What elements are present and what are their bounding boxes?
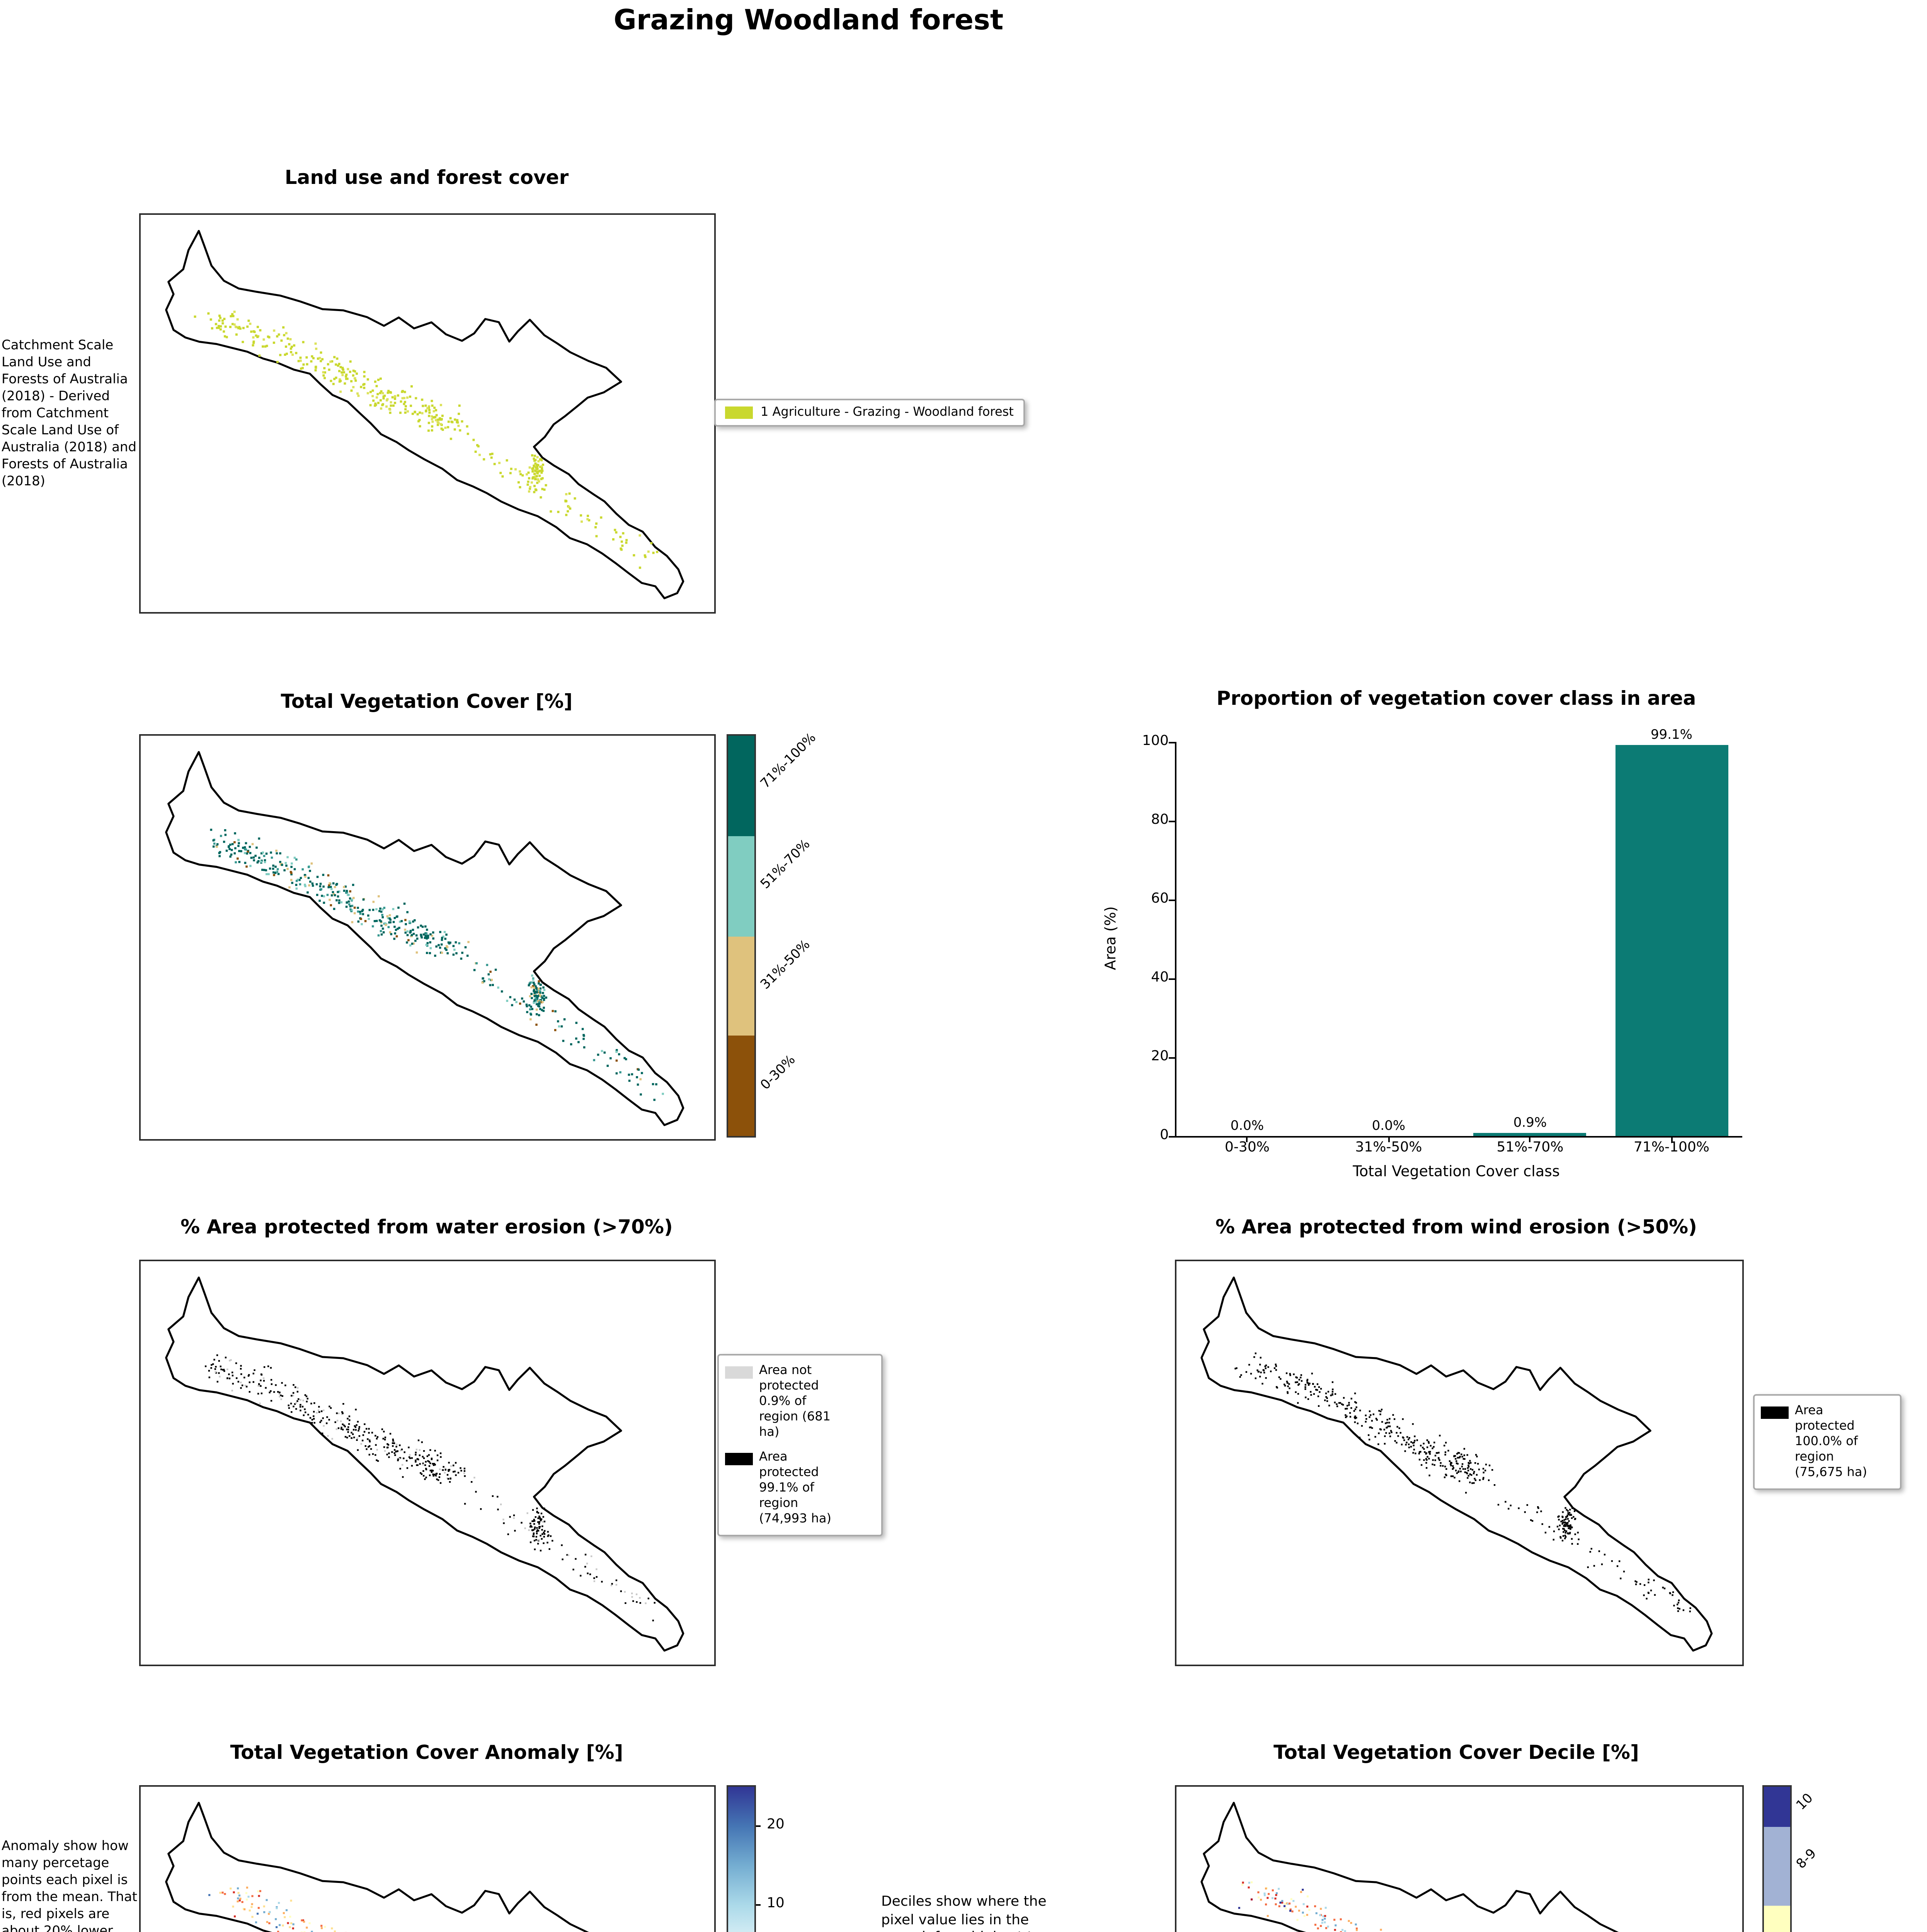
catchment-map-svg bbox=[165, 751, 684, 1126]
anomaly-title: Total Vegetation Cover Anomaly [%] bbox=[230, 1740, 623, 1764]
decile-colorbar: 108-94-72-31 bbox=[1762, 1785, 1820, 1932]
proportion-y-axis-label: Area (%) bbox=[1103, 906, 1120, 970]
proportion-x-axis-label: Total Vegetation Cover class bbox=[1353, 1164, 1560, 1181]
colorbar-tick bbox=[756, 1904, 761, 1906]
data-pixels bbox=[208, 1886, 347, 1932]
x-tick bbox=[1246, 1136, 1248, 1142]
proportion-chart-title: Proportion of vegetation cover class in … bbox=[1216, 686, 1696, 709]
anomaly-map bbox=[139, 1785, 716, 1932]
catchment-boundary bbox=[165, 230, 684, 599]
colorbar-label: 71%-100% bbox=[758, 731, 820, 793]
area-protected-swatch bbox=[725, 1453, 753, 1465]
data-pixels bbox=[1234, 1352, 1691, 1612]
y-tick-label: 60 bbox=[1151, 891, 1169, 906]
y-tick-label: 80 bbox=[1151, 812, 1169, 828]
wind-erosion-map bbox=[1175, 1260, 1744, 1666]
data-pixels bbox=[194, 310, 659, 569]
bar-value-label: 0.0% bbox=[1372, 1119, 1406, 1134]
legend-item: Area protected 99.1% of region (74,993 h… bbox=[725, 1450, 875, 1527]
colorbar-label: 8-9 bbox=[1794, 1846, 1820, 1873]
water-erosion-map bbox=[139, 1260, 716, 1666]
legend-item: Area not protected 0.9% of region (681 h… bbox=[725, 1363, 875, 1440]
data-pixels bbox=[204, 1354, 656, 1622]
catchment-map-svg bbox=[165, 1276, 684, 1652]
y-tick bbox=[1169, 1056, 1176, 1058]
page-title: Grazing Woodland forest bbox=[613, 5, 1004, 37]
area-protected-label: Area protected 100.0% of region (75,675 … bbox=[1795, 1403, 1867, 1479]
landuse-caption: Catchment Scale Land Use and Forests of … bbox=[2, 338, 137, 491]
bar bbox=[1615, 745, 1728, 1136]
x-tick-label: 0-30% bbox=[1225, 1141, 1270, 1156]
data-pixels bbox=[210, 828, 664, 1101]
colorbar-tick bbox=[756, 1825, 761, 1827]
colorbar-label: 0-30% bbox=[758, 1052, 799, 1093]
area-not-protected-swatch bbox=[725, 1366, 753, 1379]
catchment-map-svg bbox=[165, 230, 684, 599]
proportion-bar-chart: 0 20 40 60 80 100 0.0% 0-30% 0.0% 31%-50% 0.9% 51%-… bbox=[1142, 728, 1742, 1156]
catchment-map-svg bbox=[1200, 1802, 1619, 1932]
data-pixels bbox=[1238, 1881, 1382, 1932]
catchment-map-svg bbox=[165, 1802, 589, 1932]
tvc-map bbox=[139, 734, 716, 1141]
colorbar-segment bbox=[728, 836, 754, 936]
colorbar-segment bbox=[1764, 1826, 1790, 1905]
catchment-boundary bbox=[1200, 1802, 1619, 1932]
area-protected-swatch bbox=[1761, 1406, 1789, 1419]
colorbar-label: 51%-70% bbox=[758, 837, 814, 893]
tvc-colorbar: 71%-100% 51%-70% 31%-50% 0-30% bbox=[727, 731, 820, 1138]
wind-erosion-title: % Area protected from wind erosion (>50%… bbox=[1215, 1215, 1697, 1238]
colorbar-segment bbox=[1764, 1787, 1790, 1826]
y-tick-label: 100 bbox=[1142, 733, 1169, 749]
y-tick-label: 20 bbox=[1151, 1049, 1169, 1064]
landuse-map bbox=[139, 213, 716, 614]
landuse-legend: 1 Agriculture - Grazing - Woodland fores… bbox=[714, 399, 1025, 427]
area-protected-label: Area protected 99.1% of region (74,993 h… bbox=[759, 1450, 831, 1526]
x-tick-label: 51%-70% bbox=[1496, 1141, 1564, 1156]
wind-erosion-legend: Area protected 100.0% of region (75,675 … bbox=[1753, 1394, 1901, 1490]
x-tick bbox=[1529, 1136, 1531, 1142]
catchment-map-svg bbox=[1200, 1276, 1713, 1652]
bar-value-label: 99.1% bbox=[1650, 728, 1693, 744]
tvc-title: Total Vegetation Cover [%] bbox=[281, 689, 573, 713]
legend-item: Area protected 100.0% of region (75,675 … bbox=[1761, 1403, 1894, 1481]
y-tick bbox=[1169, 899, 1176, 900]
water-erosion-title: % Area protected from water erosion (>70… bbox=[180, 1215, 673, 1238]
decile-caption: Deciles show where the pixel value lies … bbox=[881, 1895, 1047, 1932]
catchment-boundary bbox=[165, 1802, 589, 1932]
y-tick bbox=[1169, 741, 1176, 743]
colorbar-segment bbox=[1764, 1905, 1790, 1932]
y-tick-label: 0 bbox=[1160, 1128, 1169, 1143]
x-tick bbox=[1388, 1136, 1389, 1142]
colorbar-tick-label: 10 bbox=[767, 1896, 785, 1912]
colorbar-tick-label: 20 bbox=[767, 1818, 785, 1833]
anomaly-caption: Anomaly show how many percetage points e… bbox=[2, 1839, 138, 1932]
bar-value-label: 0.0% bbox=[1230, 1119, 1264, 1134]
decile-title: Total Vegetation Cover Decile [%] bbox=[1273, 1740, 1639, 1764]
y-tick bbox=[1169, 820, 1176, 821]
landuse-title: Land use and forest cover bbox=[284, 165, 569, 189]
colorbar-segment bbox=[728, 1036, 754, 1136]
bar bbox=[1473, 1132, 1587, 1136]
y-tick bbox=[1169, 1135, 1176, 1137]
y-tick-label: 40 bbox=[1151, 970, 1169, 985]
colorbar-label: 10 bbox=[1794, 1791, 1817, 1814]
area-not-protected-label: Area not protected 0.9% of region (681 h… bbox=[759, 1363, 831, 1439]
catchment-boundary bbox=[165, 1276, 684, 1652]
water-erosion-legend: Area not protected 0.9% of region (681 h… bbox=[717, 1354, 883, 1536]
colorbar-label: 31%-50% bbox=[758, 937, 814, 993]
anomaly-colorbar: 20100−10−20 bbox=[727, 1785, 785, 1932]
colorbar-segment bbox=[728, 736, 754, 836]
x-tick-label: 31%-50% bbox=[1355, 1141, 1422, 1156]
bar-value-label: 0.9% bbox=[1513, 1115, 1547, 1131]
x-tick-label: 71%-100% bbox=[1634, 1141, 1709, 1156]
y-tick bbox=[1169, 978, 1176, 979]
decile-map bbox=[1175, 1785, 1744, 1932]
x-tick bbox=[1671, 1136, 1672, 1142]
colorbar-segment bbox=[728, 936, 754, 1036]
landuse-legend-label: 1 Agriculture - Grazing - Woodland fores… bbox=[761, 405, 1014, 419]
landuse-legend-swatch bbox=[725, 406, 753, 419]
